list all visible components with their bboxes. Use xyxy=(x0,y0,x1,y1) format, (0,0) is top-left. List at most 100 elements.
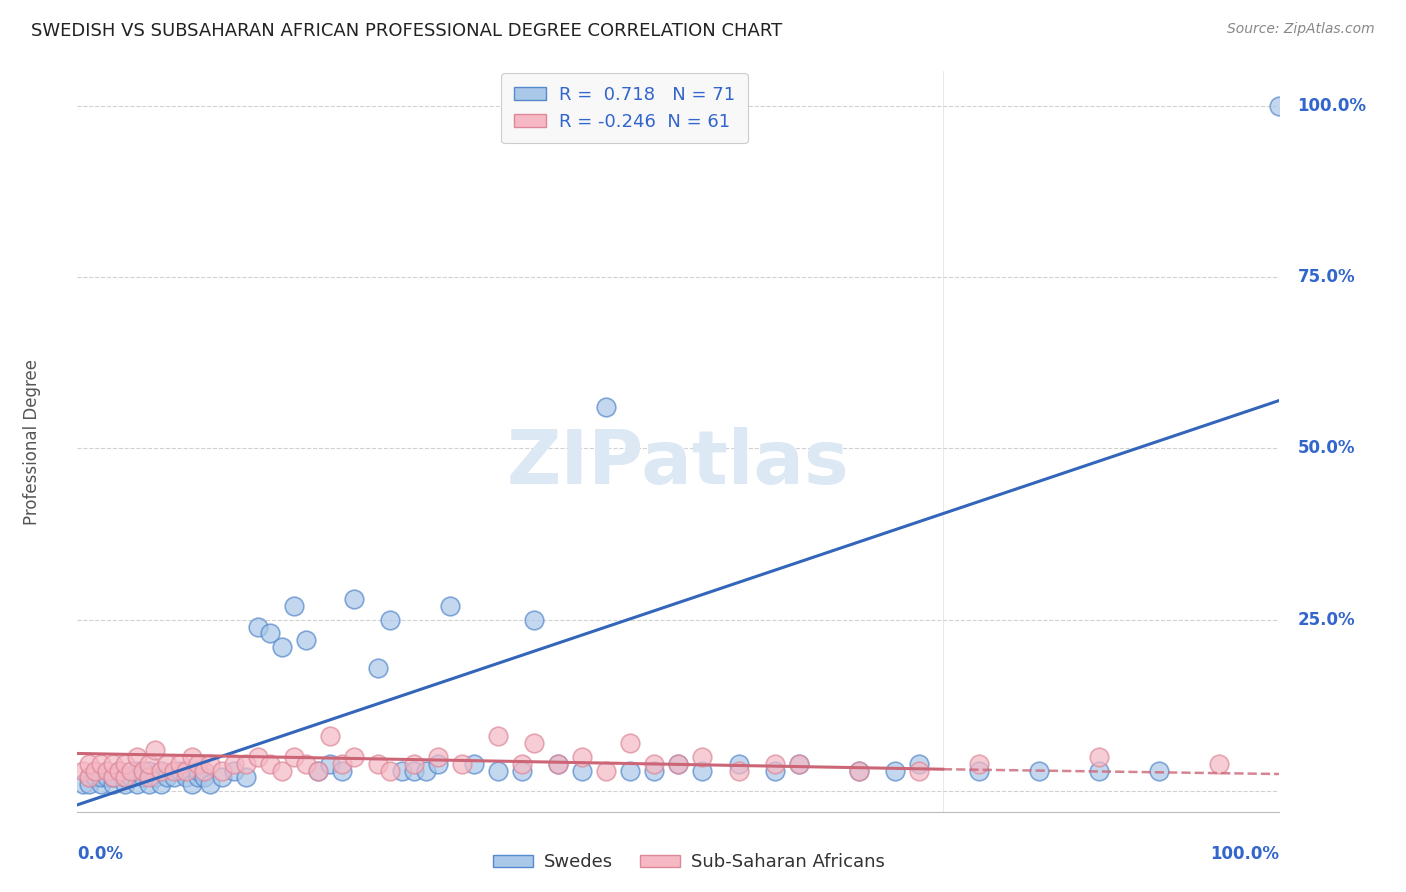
Point xyxy=(180,750,202,764)
Point xyxy=(451,756,474,771)
Point xyxy=(270,764,292,778)
Point xyxy=(114,756,136,771)
Point xyxy=(547,756,569,771)
Point xyxy=(1208,756,1230,771)
Point xyxy=(547,756,569,771)
Point xyxy=(79,771,101,785)
Point xyxy=(367,756,389,771)
Point xyxy=(211,764,233,778)
Point xyxy=(103,771,125,785)
Point xyxy=(108,764,131,778)
Point xyxy=(619,736,641,750)
Point xyxy=(908,756,931,771)
Point xyxy=(72,764,94,778)
Text: 75.0%: 75.0% xyxy=(1298,268,1355,286)
Point xyxy=(120,764,142,778)
Point xyxy=(439,599,461,613)
Point xyxy=(174,764,197,778)
Point xyxy=(132,764,155,778)
Point xyxy=(1028,764,1050,778)
Point xyxy=(150,764,173,778)
Point xyxy=(619,764,641,778)
Point xyxy=(1268,98,1291,112)
Point xyxy=(307,764,329,778)
Point xyxy=(883,764,905,778)
Point xyxy=(1088,750,1111,764)
Point xyxy=(127,777,149,791)
Point xyxy=(343,592,366,607)
Point xyxy=(103,756,125,771)
Point xyxy=(90,771,112,785)
Point xyxy=(90,777,112,791)
Point xyxy=(198,777,221,791)
Point xyxy=(193,771,215,785)
Point xyxy=(186,756,209,771)
Point xyxy=(150,777,173,791)
Point xyxy=(90,756,112,771)
Point xyxy=(427,756,450,771)
Point xyxy=(235,756,257,771)
Point xyxy=(523,613,546,627)
Point xyxy=(114,771,136,785)
Point xyxy=(169,756,191,771)
Point xyxy=(259,626,281,640)
Point xyxy=(319,756,342,771)
Point xyxy=(114,771,136,785)
Point xyxy=(103,777,125,791)
Point xyxy=(270,640,292,655)
Point xyxy=(967,756,990,771)
Point xyxy=(103,771,125,785)
Point xyxy=(848,764,870,778)
Point xyxy=(643,764,665,778)
Point xyxy=(486,729,509,743)
Point xyxy=(156,771,179,785)
Point xyxy=(235,771,257,785)
Text: Professional Degree: Professional Degree xyxy=(22,359,41,524)
Point xyxy=(294,633,316,648)
Point xyxy=(319,729,342,743)
Point xyxy=(222,764,245,778)
Point xyxy=(127,764,149,778)
Point xyxy=(415,764,437,778)
Point xyxy=(571,750,593,764)
Point xyxy=(787,756,810,771)
Point xyxy=(330,756,353,771)
Text: 100.0%: 100.0% xyxy=(1211,845,1279,863)
Point xyxy=(84,771,107,785)
Point xyxy=(595,401,617,415)
Point xyxy=(246,750,269,764)
Point xyxy=(169,764,191,778)
Point xyxy=(391,764,413,778)
Point xyxy=(180,777,202,791)
Point xyxy=(643,756,665,771)
Point xyxy=(79,756,101,771)
Legend: R =  0.718   N = 71, R = -0.246  N = 61: R = 0.718 N = 71, R = -0.246 N = 61 xyxy=(501,73,748,144)
Point xyxy=(186,771,209,785)
Point xyxy=(908,764,931,778)
Point xyxy=(523,736,546,750)
Point xyxy=(108,764,131,778)
Point xyxy=(967,764,990,778)
Point xyxy=(727,756,749,771)
Point xyxy=(283,599,305,613)
Point xyxy=(84,764,107,778)
Point xyxy=(668,756,690,771)
Point xyxy=(692,750,714,764)
Text: 25.0%: 25.0% xyxy=(1298,611,1355,629)
Point xyxy=(259,756,281,771)
Point xyxy=(1149,764,1171,778)
Point xyxy=(162,771,184,785)
Point xyxy=(174,771,197,785)
Point xyxy=(246,619,269,633)
Point xyxy=(294,756,316,771)
Point xyxy=(692,764,714,778)
Point xyxy=(79,771,101,785)
Point xyxy=(96,771,118,785)
Point xyxy=(222,756,245,771)
Point xyxy=(211,771,233,785)
Point xyxy=(343,750,366,764)
Point xyxy=(307,764,329,778)
Point xyxy=(283,750,305,764)
Point xyxy=(727,764,749,778)
Point xyxy=(402,756,425,771)
